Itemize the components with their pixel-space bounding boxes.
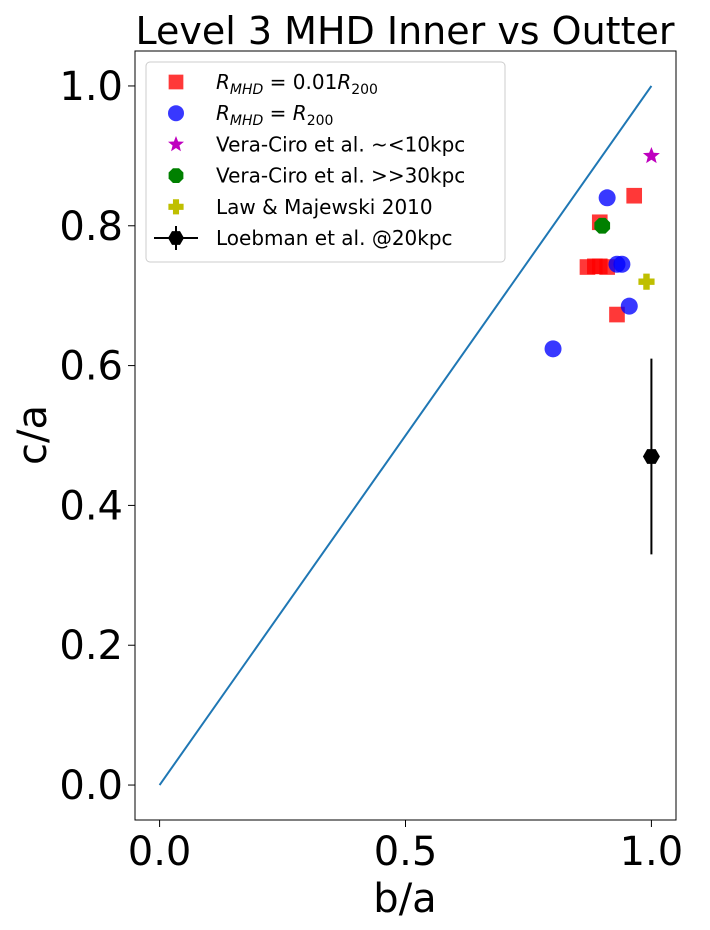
legend-marker (168, 105, 184, 122)
data-point (626, 187, 643, 204)
series-5 (642, 358, 660, 555)
legend-label: RMHD = R200 (216, 101, 333, 129)
data-point (642, 449, 660, 464)
x-axis-label: b/a (373, 876, 436, 922)
series-1 (544, 189, 638, 358)
data-point (620, 297, 638, 315)
plot-area (158, 85, 660, 786)
x-axis: 0.0 0.5 1.0 (128, 820, 683, 875)
legend-label: Vera-Ciro et al. >>30kpc (216, 164, 465, 188)
y-tick-label: 0.4 (59, 483, 123, 529)
legend-entry: Law & Majewski 2010 (168, 195, 433, 219)
y-tick-label: 1.0 (59, 64, 123, 110)
y-axis: 0.0 0.2 0.4 0.6 0.8 1.0 (59, 64, 135, 809)
y-tick-label: 0.0 (59, 763, 123, 809)
legend-entry: Loebman et al. @20kpc (154, 226, 453, 250)
data-point (598, 189, 616, 207)
series-4 (638, 273, 655, 290)
legend-marker (168, 74, 184, 90)
legend-label: Law & Majewski 2010 (216, 195, 433, 219)
legend-entry: RMHD = R200 (168, 101, 333, 129)
series-2 (642, 146, 660, 164)
x-tick-label: 0.5 (374, 829, 438, 875)
x-tick-label: 0.0 (128, 829, 192, 875)
legend: RMHD = 0.01R200 RMHD = R200 Vera-Ciro et a… (145, 61, 506, 263)
reference-line (158, 85, 653, 786)
legend-marker (168, 199, 184, 215)
legend-entry: Vera-Ciro et al. >>30kpc (168, 164, 465, 188)
legend-marker (168, 231, 184, 245)
data-point (609, 306, 625, 323)
legend-label: Vera-Ciro et al. ~<10kpc (216, 132, 465, 156)
legend-box (145, 61, 506, 263)
data-point (638, 273, 655, 290)
legend-label: RMHD = 0.01R200 (216, 70, 378, 98)
chart-title: Level 3 MHD Inner vs Outter (136, 9, 675, 53)
data-point (642, 146, 660, 164)
legend-marker (168, 168, 184, 183)
y-tick-label: 0.8 (59, 204, 123, 250)
data-point (594, 217, 611, 234)
data-point (544, 340, 562, 358)
series-3 (594, 217, 611, 234)
y-tick-label: 0.2 (59, 623, 123, 669)
legend-entry: RMHD = 0.01R200 (168, 70, 378, 98)
data-point (613, 255, 631, 273)
y-axis-label: c/a (10, 405, 56, 465)
x-tick-label: 1.0 (620, 829, 684, 875)
legend-entry: Vera-Ciro et al. ~<10kpc (168, 132, 465, 156)
legend-label: Loebman et al. @20kpc (216, 226, 453, 250)
legend-marker (168, 136, 184, 152)
y-tick-label: 0.6 (59, 344, 123, 390)
